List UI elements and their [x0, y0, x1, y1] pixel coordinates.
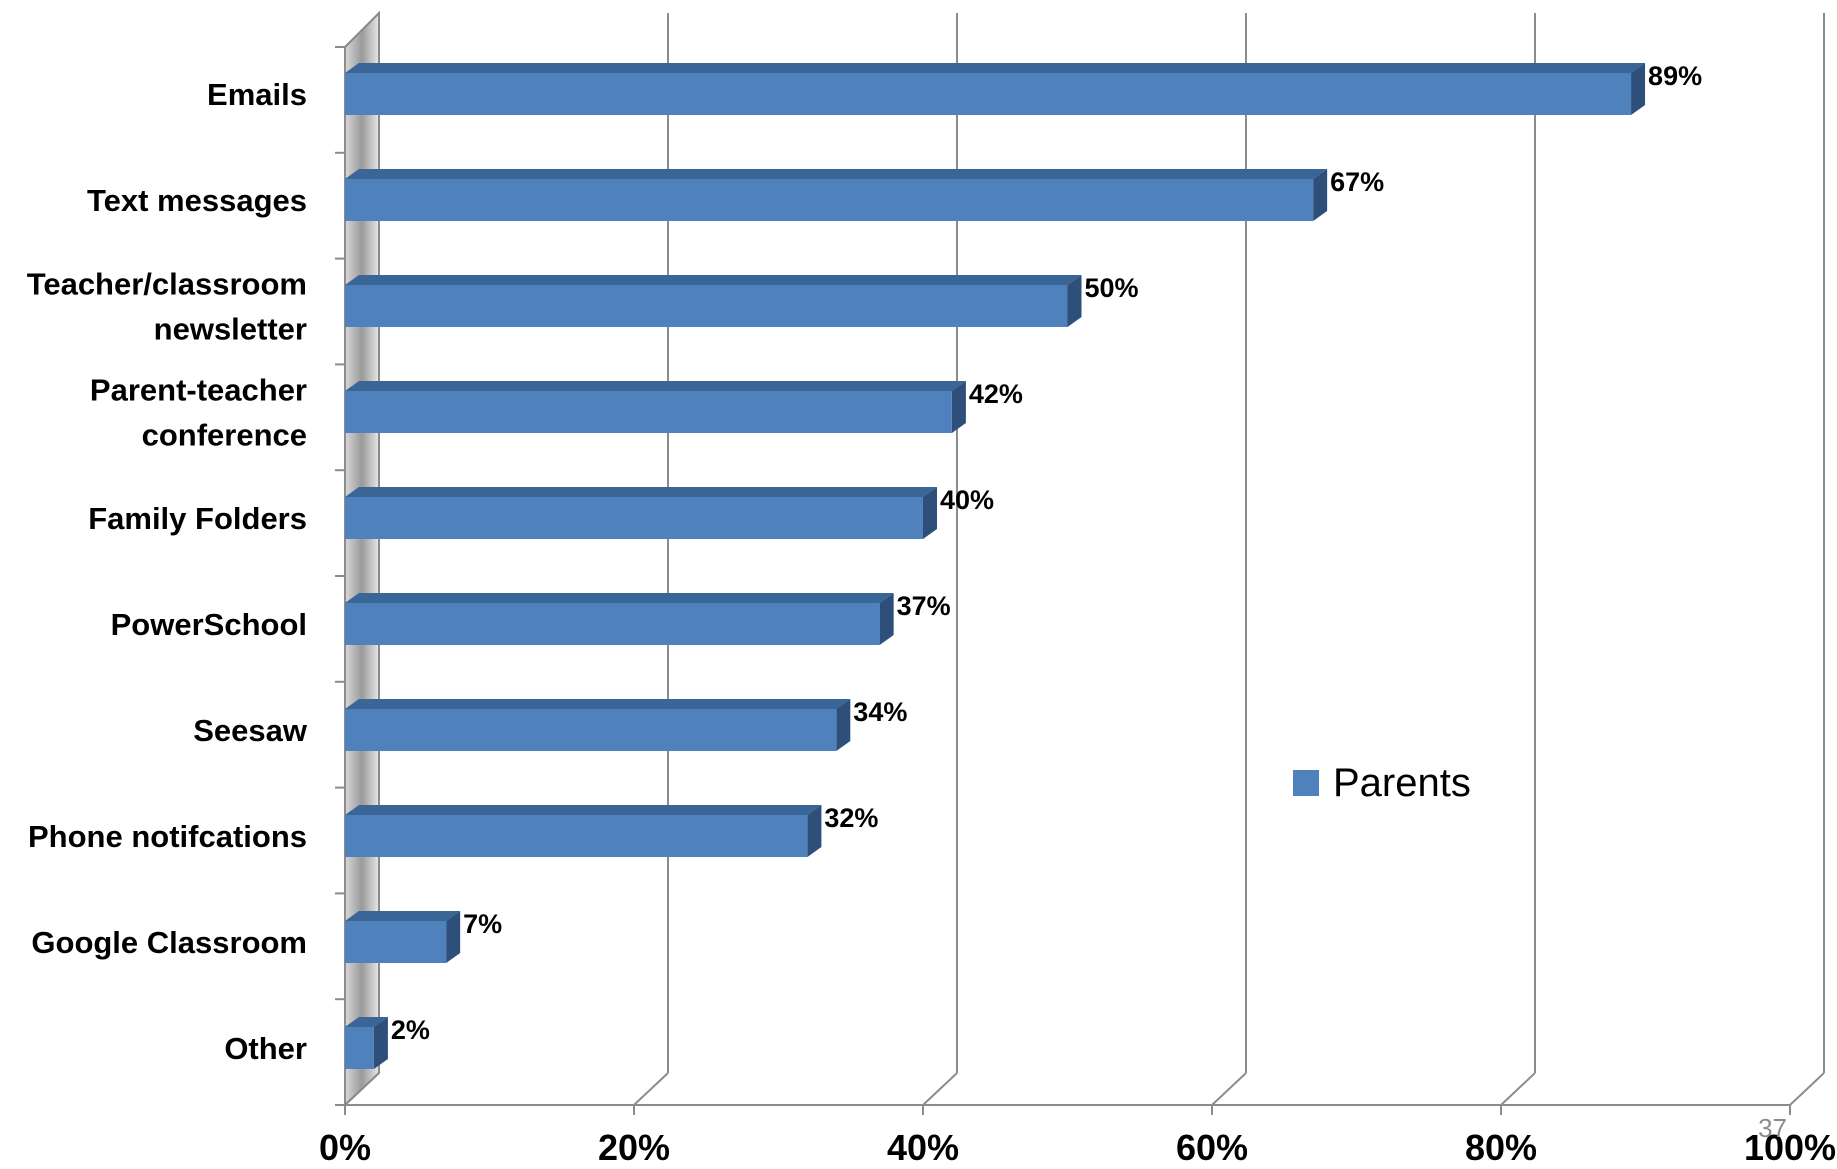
- legend-label-parents: Parents: [1333, 761, 1471, 805]
- floor-gridline: [1789, 1072, 1825, 1106]
- bar-side-face: [879, 593, 894, 645]
- bar: [345, 381, 966, 433]
- data-label: 2%: [391, 1015, 430, 1045]
- legend-swatch-parents: [1293, 770, 1319, 796]
- bar-front-face: [345, 285, 1068, 327]
- floor-gridline: [922, 1072, 958, 1106]
- bar-front-face: [345, 815, 808, 857]
- bar: [345, 593, 894, 645]
- bar: [345, 911, 461, 963]
- bar-top-face: [345, 63, 1646, 73]
- bar: [345, 1017, 388, 1069]
- bar-front-face: [345, 603, 880, 645]
- bar: [345, 487, 937, 539]
- bar-top-face: [345, 381, 966, 391]
- x-tick-label: 80%: [1465, 1127, 1537, 1164]
- category-label: Seesaw: [193, 713, 308, 748]
- bar-side-face: [807, 805, 822, 857]
- bar-side-face: [923, 487, 937, 539]
- category-label: Google Classroom: [31, 925, 307, 960]
- bar-front-face: [345, 391, 952, 433]
- bar-front-face: [345, 73, 1632, 115]
- data-label: 42%: [969, 379, 1023, 409]
- bar-top-face: [345, 275, 1082, 285]
- category-label: Parent-teacher conference: [90, 373, 307, 453]
- data-label: 37%: [897, 591, 951, 621]
- bar-front-face: [345, 709, 837, 751]
- page-number: 37: [1758, 1113, 1787, 1143]
- floor-gridline: [633, 1072, 669, 1106]
- category-label: Text messages: [87, 183, 307, 218]
- floor-gridline: [344, 1072, 380, 1106]
- data-label: 67%: [1330, 167, 1384, 197]
- bar-top-face: [345, 169, 1328, 179]
- category-label: Emails: [207, 77, 307, 112]
- data-label: 40%: [940, 485, 994, 515]
- category-label: Phone notifcations: [28, 819, 307, 854]
- x-tick-label: 40%: [887, 1127, 959, 1164]
- bar-front-face: [345, 179, 1314, 221]
- bar-side-face: [1313, 169, 1328, 221]
- category-label: Family Folders: [88, 501, 307, 536]
- bar: [345, 169, 1328, 221]
- bar-side-face: [373, 1017, 388, 1069]
- bar-side-face: [1631, 63, 1646, 115]
- floor-gridline: [1211, 1072, 1247, 1106]
- floor-gridline: [1500, 1072, 1536, 1106]
- data-label: 50%: [1085, 273, 1139, 303]
- data-label: 7%: [463, 909, 502, 939]
- category-label: PowerSchool: [111, 607, 307, 642]
- bar: [345, 699, 851, 751]
- x-tick-label: 0%: [319, 1127, 371, 1164]
- bar-top-face: [345, 805, 822, 815]
- data-label: 32%: [824, 803, 878, 833]
- bar-front-face: [345, 921, 447, 963]
- bar-top-face: [345, 911, 461, 921]
- x-tick-label: 20%: [598, 1127, 670, 1164]
- x-tick-label: 100%: [1744, 1127, 1836, 1164]
- bar-side-face: [951, 381, 966, 433]
- bar-top-face: [345, 487, 937, 497]
- bar-side-face: [1067, 275, 1082, 327]
- bar: [345, 275, 1082, 327]
- bar-top-face: [345, 1017, 388, 1027]
- bar-side-face: [446, 911, 461, 963]
- category-label: Teacher/classroom newsletter: [27, 267, 307, 347]
- bar-top-face: [345, 593, 894, 603]
- bar-front-face: [345, 1027, 374, 1069]
- bar: [345, 805, 822, 857]
- bar-front-face: [345, 497, 923, 539]
- bar-side-face: [836, 699, 851, 751]
- data-label: 89%: [1648, 61, 1702, 91]
- x-tick-label: 60%: [1176, 1127, 1248, 1164]
- bar: [345, 63, 1646, 115]
- bar-top-face: [345, 699, 851, 709]
- data-label: 34%: [853, 697, 907, 727]
- category-label: Other: [224, 1031, 307, 1066]
